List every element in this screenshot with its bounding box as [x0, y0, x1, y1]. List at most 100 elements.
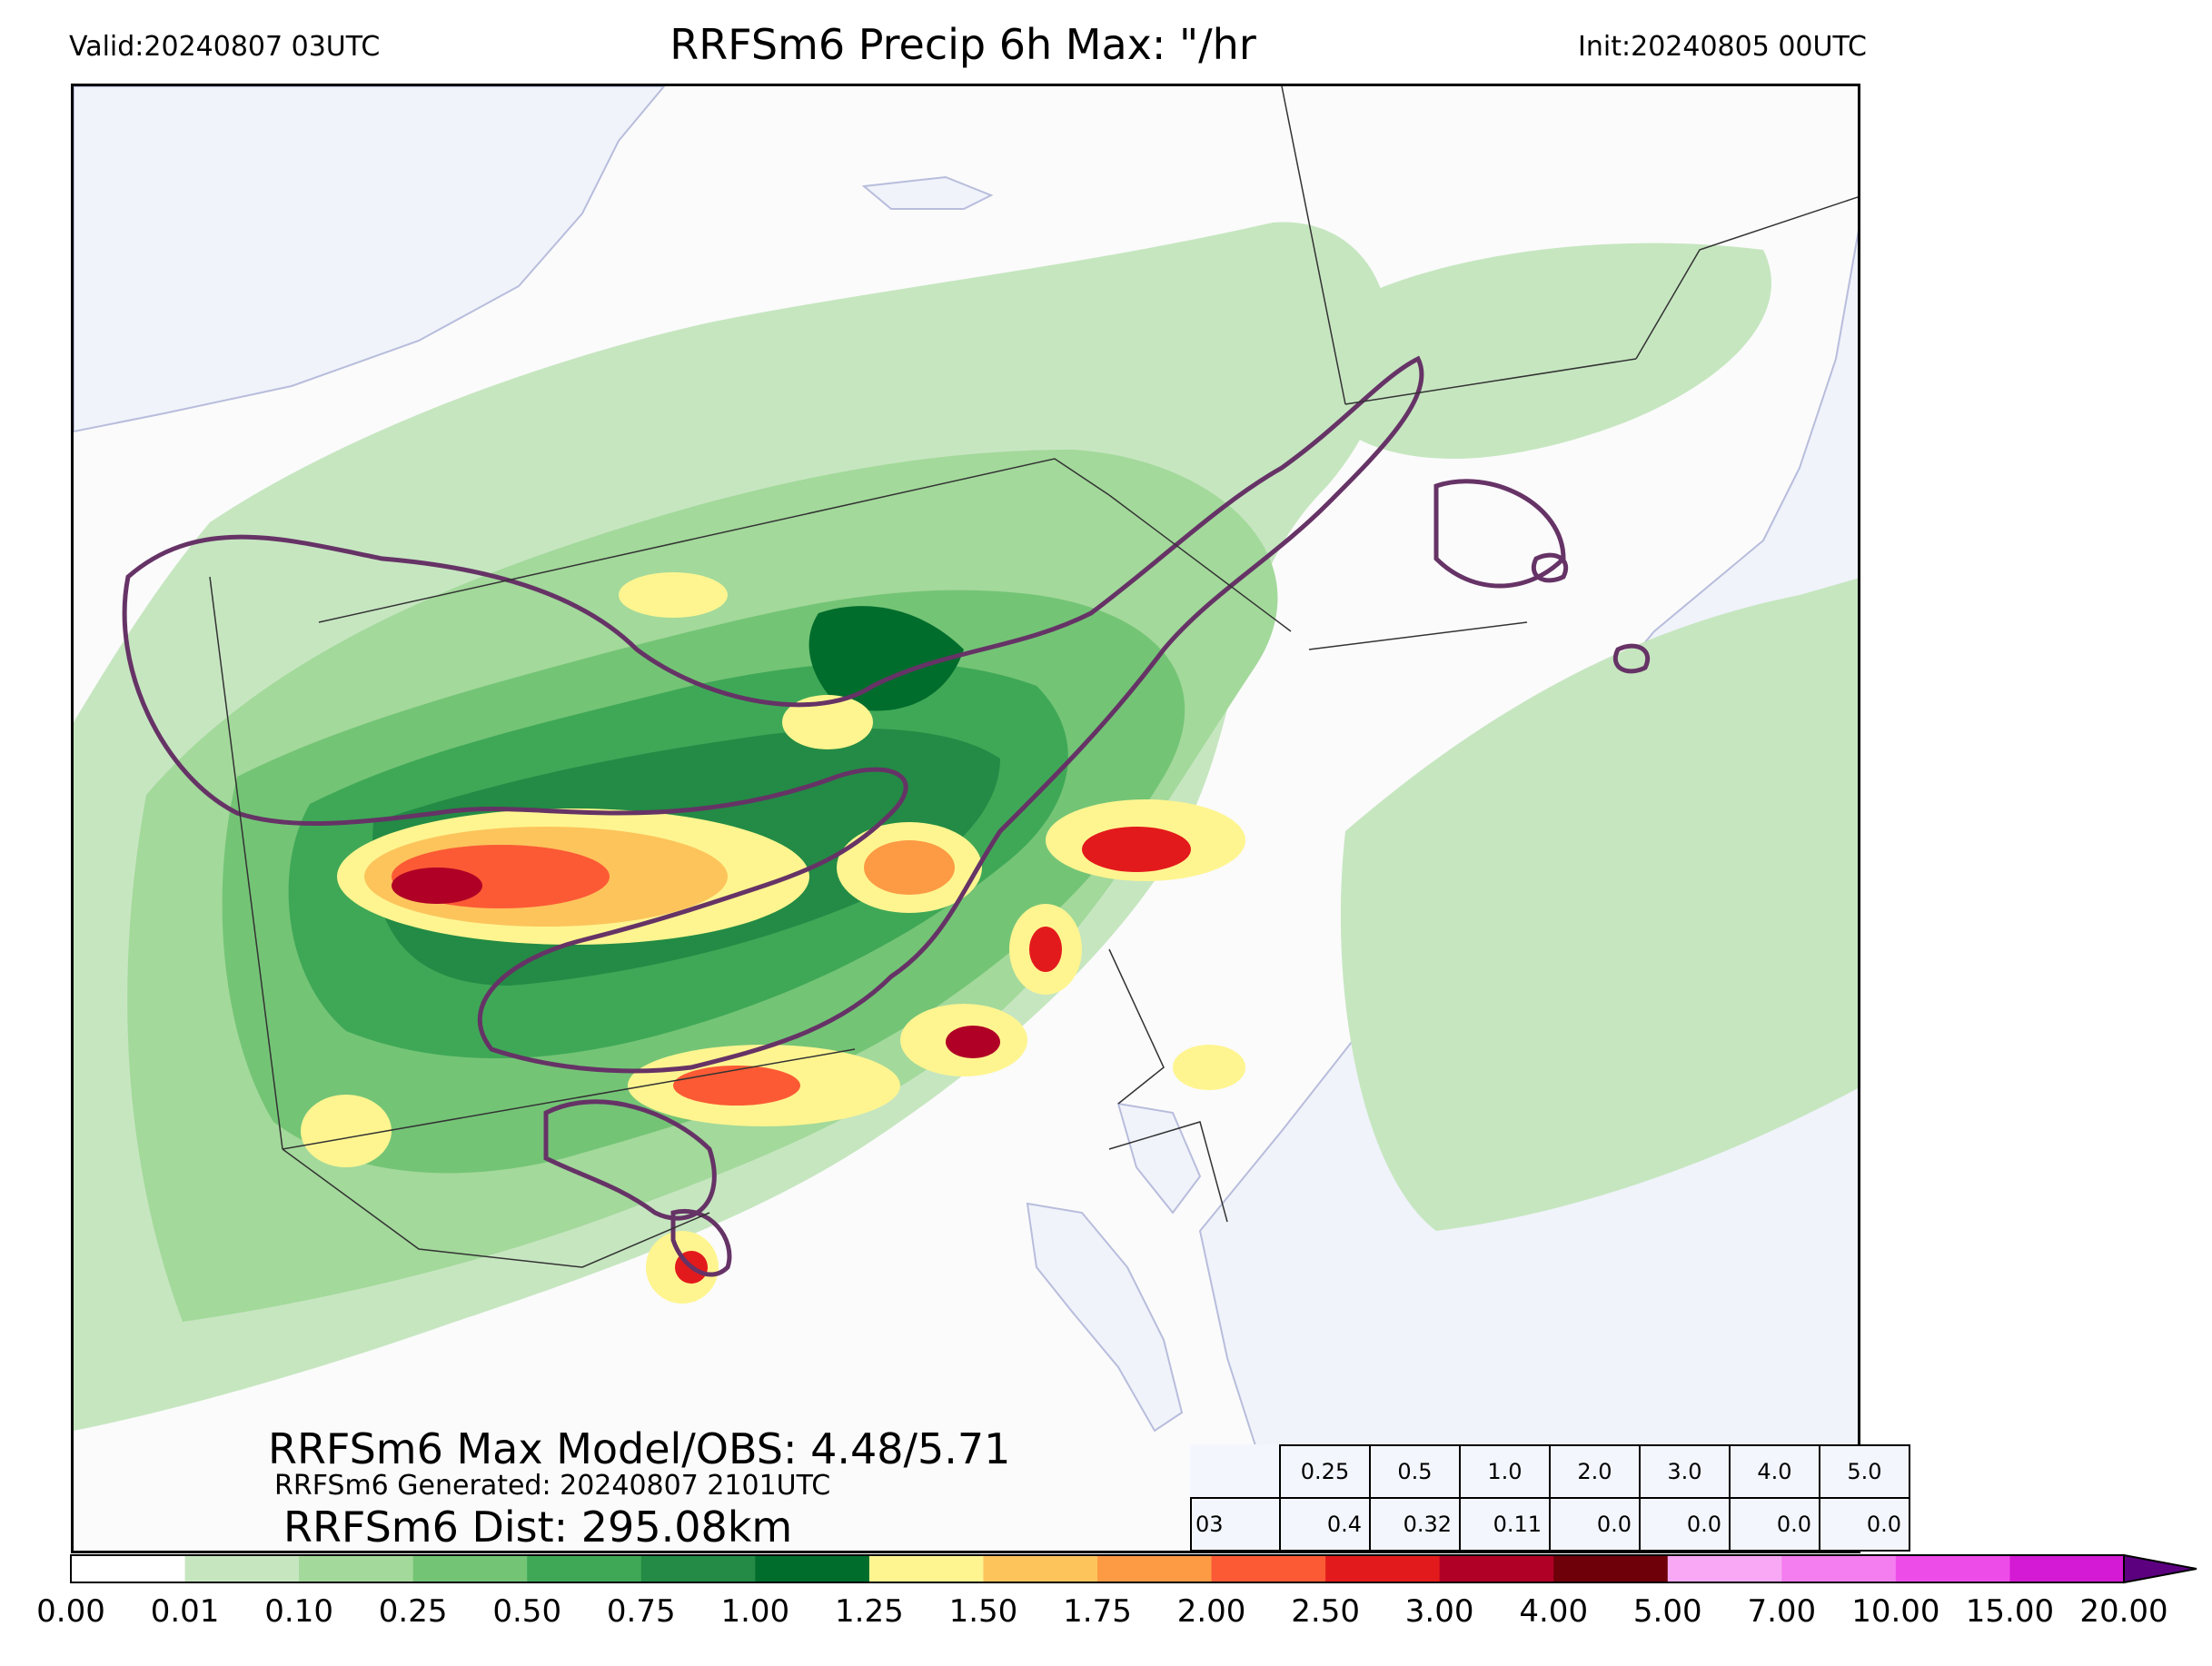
border-pa-md [282, 1048, 856, 1150]
table-corner-blank [1191, 1445, 1280, 1498]
precip-core-red-4 [673, 1066, 800, 1106]
colorbar-segment [412, 1555, 528, 1582]
colorbar-segment [1667, 1555, 1782, 1582]
colorbar [70, 1553, 2197, 1584]
threshold-value-row: 03 0.4 0.32 0.11 0.0 0.0 0.0 0.0 [1190, 1497, 1910, 1552]
colorbar-tick-label: 3.00 [1404, 1593, 1474, 1630]
colorbar-tick-label: 1.25 [835, 1593, 904, 1630]
map-title: RRFSm6 Precip 6h Max: "/hr [670, 20, 1256, 69]
colorbar-tick-label: 2.00 [1176, 1593, 1246, 1630]
colorbar-segment [868, 1555, 984, 1582]
valid-time-label: Valid:20240807 03UTC [69, 31, 381, 63]
colorbar-tick-label: 5.00 [1632, 1593, 1702, 1630]
colorbar-segment [2009, 1555, 2125, 1582]
colorbar-canvas [70, 1553, 2197, 1584]
colorbar-segment [640, 1555, 756, 1582]
colorbar-tick-label: 20.00 [2079, 1593, 2168, 1630]
colorbar-tick-label: 1.75 [1063, 1593, 1132, 1630]
threshold-cell: 3.0 [1639, 1444, 1731, 1499]
border-maine [1635, 196, 1858, 360]
precip-core-yellow-7 [301, 1095, 392, 1167]
threshold-cell: 0.25 [1279, 1444, 1371, 1499]
value-cell: 0.0 [1729, 1497, 1820, 1552]
init-time-label: Init:20240805 00UTC [1578, 31, 1867, 63]
colorbar-tick-label: 1.50 [948, 1593, 1018, 1630]
border-md-de [1108, 1121, 1228, 1223]
border-nj-de [1108, 948, 1165, 1105]
threshold-cell: 5.0 [1819, 1444, 1910, 1499]
precip-area-dark [808, 606, 964, 711]
colorbar-segment [1553, 1555, 1669, 1582]
colorbar-segment [1325, 1555, 1441, 1582]
colorbar-segment [755, 1555, 870, 1582]
precip-core-red-3 [1082, 827, 1191, 872]
border-va-wv [282, 1148, 710, 1268]
colorbar-tick-label: 4.00 [1519, 1593, 1589, 1630]
precip-core-orange-2 [864, 840, 955, 895]
colorbar-tick-label: 0.01 [150, 1593, 220, 1630]
colorbar-segment [983, 1555, 1098, 1582]
value-cell: 0.32 [1369, 1497, 1461, 1552]
obs-contour-south [543, 1099, 717, 1221]
colorbar-tick-label: 2.50 [1291, 1593, 1360, 1630]
obs-contour-ne-cell-2 [1531, 552, 1569, 583]
colorbar-tick-label: 7.00 [1747, 1593, 1817, 1630]
generated-label: RRFSm6 Generated: 20240807 2101UTC [274, 1470, 831, 1502]
delaware-bay [1116, 1102, 1202, 1215]
map-canvas [74, 86, 1858, 1551]
value-cell: 0.0 [1819, 1497, 1910, 1552]
precip-area-light-northeast [1327, 243, 1771, 459]
precip-core-darkred-1 [392, 868, 482, 904]
border-ny-pa [318, 458, 1110, 623]
threshold-cell: 4.0 [1729, 1444, 1820, 1499]
colorbar-segment [184, 1555, 300, 1582]
colorbar-segment [1211, 1555, 1326, 1582]
precip-core-yellow-10 [619, 572, 728, 618]
lake-small [861, 175, 994, 210]
border-ma-ct [1308, 621, 1528, 650]
obs-contour-ne-cell-1 [1612, 643, 1651, 674]
colorbar-segment [1895, 1555, 2010, 1582]
colorbar-segment [299, 1555, 414, 1582]
threshold-header-row: 0.25 0.5 1.0 2.0 3.0 4.0 5.0 [1191, 1444, 1910, 1499]
max-model-obs-label: RRFSm6 Max Model/OBS: 4.48/5.71 [268, 1424, 1011, 1473]
precip-map [71, 84, 1860, 1553]
value-cell: 0.11 [1459, 1497, 1551, 1552]
border-nj-ny [1108, 494, 1292, 632]
colorbar-tick-label: 0.50 [492, 1593, 562, 1630]
border-pa-oh [209, 576, 283, 1150]
value-cell: 0.0 [1549, 1497, 1641, 1552]
lake-ontario [74, 86, 666, 433]
colorbar-tick-label: 1.00 [720, 1593, 790, 1630]
colorbar-tick-label: 15.00 [1965, 1593, 2055, 1630]
colorbar-segment [71, 1555, 186, 1582]
precip-core-yellow-9 [1173, 1045, 1245, 1090]
colorbar-segment [527, 1555, 642, 1582]
precip-core-darkred-5 [946, 1026, 1000, 1058]
colorbar-tick-label: 0.10 [264, 1593, 333, 1630]
hour-cell: 03 [1190, 1497, 1281, 1552]
value-cell: 0.4 [1279, 1497, 1371, 1552]
precip-core-yellow-11 [782, 695, 873, 749]
state-borders [209, 86, 1858, 1268]
colorbar-tick-label: 0.00 [36, 1593, 105, 1630]
chesapeake-bay [1026, 1202, 1184, 1433]
value-cell: 0.0 [1639, 1497, 1731, 1552]
threshold-cell: 0.5 [1369, 1444, 1461, 1499]
obs-contour-southwest [670, 1209, 732, 1277]
colorbar-tick-label: 0.75 [606, 1593, 676, 1630]
colorbar-segment [1097, 1555, 1213, 1582]
colorbar-tick-label: 10.00 [1851, 1593, 1940, 1630]
threshold-cell: 1.0 [1459, 1444, 1551, 1499]
colorbar-outline [70, 1554, 2125, 1583]
colorbar-segment [1439, 1555, 1554, 1582]
obs-contour-northeast [1433, 479, 1566, 589]
obs-contour-main [122, 355, 1424, 1074]
colorbar-segment [1781, 1555, 1897, 1582]
threshold-table: 0.25 0.5 1.0 2.0 3.0 4.0 5.0 03 0.4 0.32… [1190, 1444, 1910, 1552]
precip-area-light-east [1340, 578, 1858, 1231]
border-ny-vt [1281, 86, 1346, 405]
threshold-cell: 2.0 [1549, 1444, 1641, 1499]
distance-label: RRFSm6 Dist: 295.08km [283, 1502, 793, 1552]
precip-core-red-6 [1029, 927, 1062, 972]
